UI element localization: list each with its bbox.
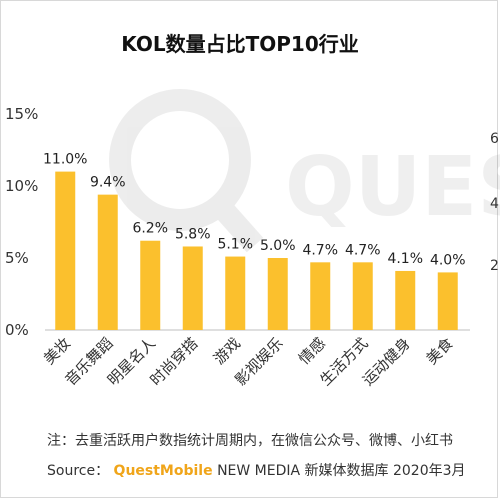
bar [55, 171, 76, 330]
right-tick-2: 2 [490, 258, 499, 274]
footnote: 注：去重活跃用户数指统计周期内，在微信公众号、微博、小红书 [47, 433, 453, 449]
data-label: 6.2% [132, 221, 168, 237]
bar [310, 262, 331, 330]
data-label: 11.0% [43, 152, 87, 168]
x-tick-label: 影视娱乐 [231, 334, 286, 389]
source-line: Source： QuestMobile NEW MEDIA 新媒体数据库 202… [47, 460, 500, 480]
questmobile-watermark: QUEST [109, 89, 500, 253]
data-label: 5.8% [175, 226, 211, 242]
data-label: 5.0% [260, 238, 296, 254]
data-label: 5.1% [217, 237, 253, 253]
bar [267, 258, 288, 330]
bar [225, 256, 246, 330]
bar [395, 270, 416, 330]
data-label: 9.4% [90, 175, 126, 191]
bar [352, 262, 373, 330]
bar [182, 246, 203, 330]
source-rest: NEW MEDIA 新媒体数据库 2020年3月 [217, 463, 466, 479]
y-tick-label: 10% [5, 177, 38, 195]
data-label: 4.0% [430, 252, 466, 268]
x-tick-label: 时尚穿搭 [146, 334, 201, 389]
bar [437, 272, 458, 330]
bar-chart: 0%5%10%15%11.0%美妆9.4%音乐舞蹈6.2%明星名人5.8%时尚穿… [5, 105, 470, 389]
source-prefix: Source： [47, 463, 110, 479]
x-tick-label: 游戏 [210, 334, 244, 368]
bar [97, 194, 118, 330]
y-tick-label: 15% [5, 105, 38, 123]
right-tick-6: 6 [490, 131, 499, 147]
x-tick-label: 美食 [423, 334, 457, 368]
x-tick-label: 情感 [295, 334, 329, 368]
data-label: 4.7% [302, 242, 338, 258]
right-tick-4: 4 [490, 196, 499, 212]
data-label: 4.1% [387, 251, 423, 267]
watermark-text: QUEST [285, 140, 500, 235]
data-label: 4.7% [345, 242, 381, 258]
chart-title: KOL数量占比TOP10行业 [121, 32, 359, 56]
bar [140, 240, 161, 330]
x-tick-label: 美妆 [40, 334, 74, 368]
x-tick-label: 运动健身 [359, 334, 414, 389]
source-brand: QuestMobile [113, 463, 213, 479]
y-tick-label: 0% [5, 321, 29, 339]
y-tick-label: 5% [5, 249, 29, 267]
